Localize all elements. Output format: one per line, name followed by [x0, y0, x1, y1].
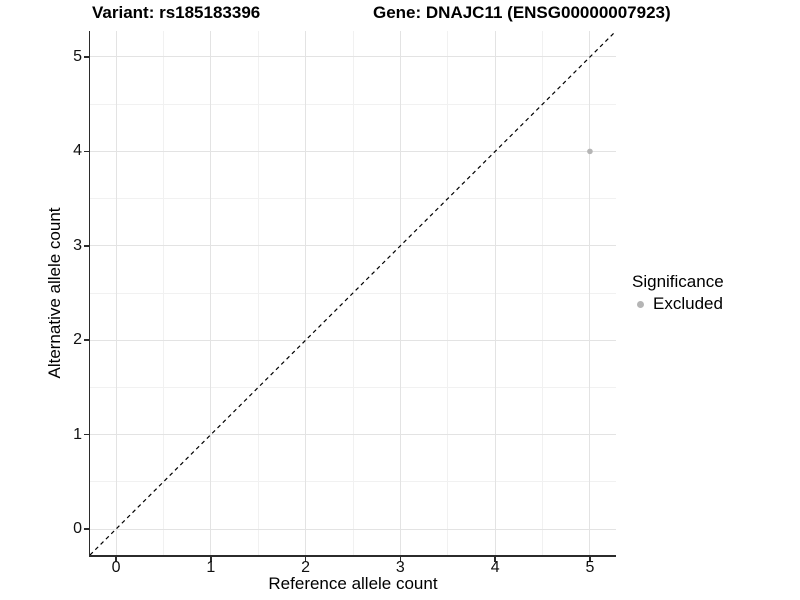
x-major-gridline [305, 31, 307, 555]
x-tick-mark [210, 556, 212, 562]
y-major-gridline [90, 528, 616, 530]
y-axis-title: Alternative allele count [45, 207, 64, 379]
y-minor-gridline [90, 386, 616, 388]
y-tick-label: 0 [73, 520, 82, 538]
x-tick-mark [115, 556, 117, 562]
y-major-gridline [90, 339, 616, 341]
x-tick-label: 2 [301, 559, 311, 576]
y-minor-gridline [90, 481, 616, 483]
legend-item-label: Excluded [653, 294, 723, 313]
y-axis-line [88, 31, 90, 557]
identity-dashed-line [90, 31, 616, 555]
legend-title: Significance [632, 272, 724, 291]
y-tick-label: 1 [73, 425, 82, 443]
x-axis-line [88, 555, 616, 557]
x-tick-mark [399, 556, 402, 562]
y-tick-mark [83, 245, 89, 247]
y-tick-mark [83, 528, 89, 530]
x-major-gridline [589, 31, 591, 555]
data-point [587, 148, 593, 155]
y-tick-mark [83, 56, 89, 58]
y-major-gridline [90, 245, 616, 247]
y-tick-mark [83, 150, 89, 153]
y-major-gridline [90, 56, 616, 58]
legend-item-excluded: Excluded [632, 293, 724, 315]
plot-canvas [90, 31, 616, 555]
y-tick-mark [83, 339, 89, 341]
y-major-gridline [90, 434, 616, 436]
x-major-gridline [115, 31, 117, 555]
y-minor-gridline [90, 198, 616, 200]
x-axis-title: Reference allele count [268, 574, 438, 593]
x-major-gridline [494, 31, 496, 555]
y-minor-gridline [90, 103, 616, 105]
y-major-gridline [90, 150, 616, 152]
y-tick-mark [83, 433, 89, 436]
x-major-gridline [399, 31, 401, 555]
excluded-point-icon [637, 300, 644, 308]
x-major-gridline [210, 31, 212, 555]
x-tick-label: 3 [395, 559, 405, 576]
x-tick-mark [589, 556, 591, 562]
y-tick-label: 5 [73, 47, 82, 65]
data-points [587, 148, 593, 155]
variant-title: Variant: rs185183396 [92, 3, 261, 22]
y-tick-label: 4 [73, 142, 82, 160]
legend: Significance Excluded [632, 271, 724, 315]
plot-panel [90, 31, 616, 555]
x-tick-label: 1 [206, 559, 216, 576]
x-tick-label: 5 [585, 559, 595, 576]
x-tick-label: 0 [111, 559, 121, 576]
y-tick-label: 2 [73, 331, 82, 349]
x-tick-mark [494, 556, 496, 562]
y-tick-label: 3 [73, 236, 82, 254]
gene-title: Gene: DNAJC11 (ENSG00000007923) [373, 3, 671, 22]
x-tick-mark [304, 556, 307, 562]
x-tick-label: 4 [490, 559, 500, 576]
